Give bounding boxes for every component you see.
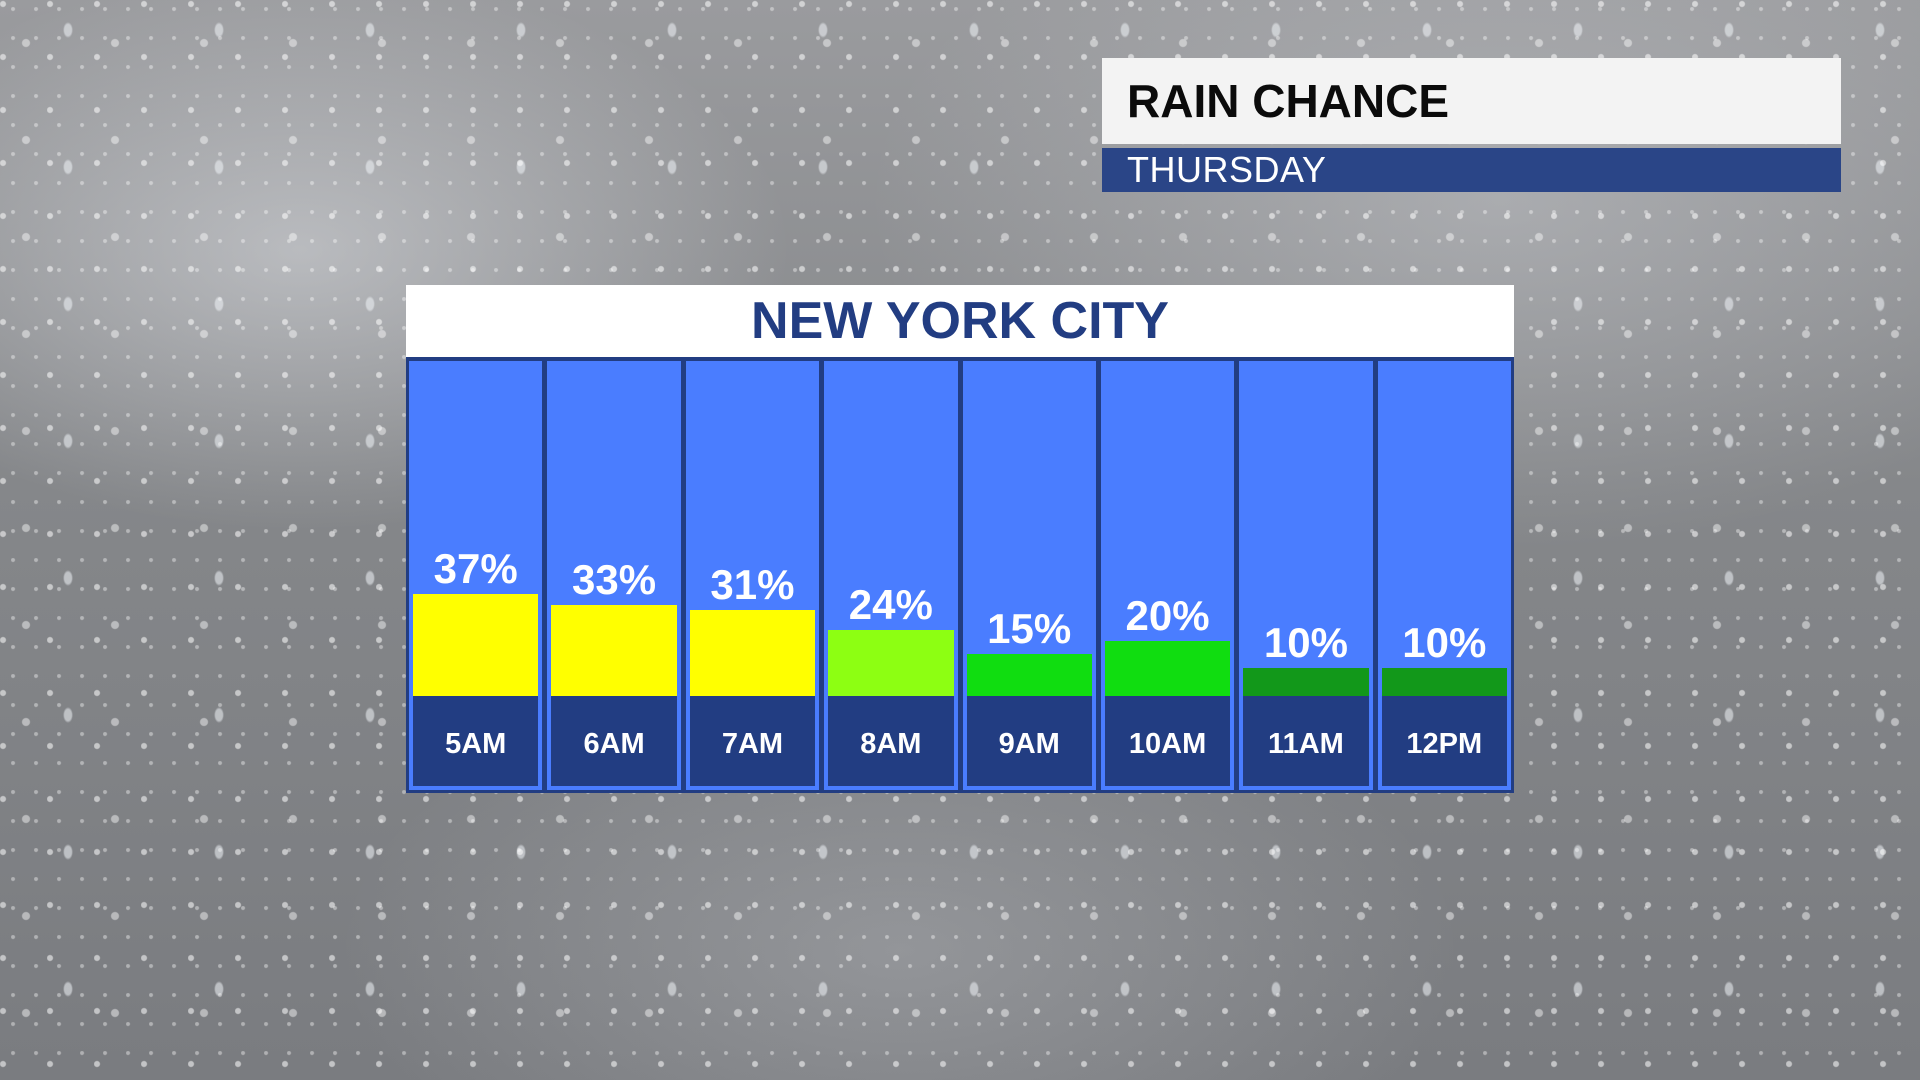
bar-value-label: 37% (433, 545, 518, 592)
time-label: 8AM (828, 696, 954, 786)
bar-column-inner: 15% 9AM (966, 363, 1092, 786)
bar (1104, 641, 1231, 696)
bar-column: 37% 5AM (409, 361, 543, 790)
bar (689, 610, 816, 696)
bar-value-label: 15% (987, 605, 1072, 652)
bar (1381, 668, 1507, 696)
bar-column: 31% 7AM (685, 361, 820, 790)
panel-title: NEW YORK CITY (406, 285, 1514, 357)
bar (1243, 668, 1369, 696)
bar (551, 605, 677, 696)
bar-column: 15% 9AM (962, 361, 1096, 790)
chart-panel: NEW YORK CITY 37% 5AM 33% 6AM 31% 7AM 24% 8AM 15… (406, 285, 1514, 793)
time-label: 5AM (413, 696, 539, 786)
header-box: RAIN CHANCE THURSDAY (1102, 58, 1841, 192)
bar-value-label: 10% (1402, 619, 1487, 666)
time-label: 12PM (1381, 696, 1507, 786)
bar-column-inner: 24% 8AM (828, 363, 954, 786)
header-title: RAIN CHANCE (1102, 58, 1841, 144)
bar-value-label: 31% (710, 561, 795, 608)
bar-value-label: 20% (1125, 592, 1210, 639)
bar (413, 594, 539, 696)
time-label: 11AM (1243, 696, 1369, 786)
bar-value-label: 33% (572, 556, 657, 603)
bar-column: 33% 6AM (547, 361, 681, 790)
time-label: 7AM (689, 696, 816, 786)
time-label: 9AM (966, 696, 1092, 786)
bar-value-label: 24% (848, 581, 933, 628)
bar-column-inner: 31% 7AM (689, 363, 816, 786)
time-label: 6AM (551, 696, 677, 786)
header-subtitle: THURSDAY (1102, 148, 1841, 192)
bar-column: 20% 10AM (1100, 361, 1235, 790)
bar (966, 654, 1092, 696)
bar-column-inner: 33% 6AM (551, 363, 677, 786)
bar-column-inner: 10% 12PM (1381, 363, 1507, 786)
bar-column-inner: 10% 11AM (1243, 363, 1369, 786)
bar-column: 10% 12PM (1377, 361, 1511, 790)
bar-chart: 37% 5AM 33% 6AM 31% 7AM 24% 8AM 15% 9AM 20% 10AM 10%… (406, 357, 1514, 793)
bar-column-inner: 20% 10AM (1104, 363, 1231, 786)
bar-column-inner: 37% 5AM (413, 363, 539, 786)
bar-column: 10% 11AM (1239, 361, 1373, 790)
bar-column: 24% 8AM (824, 361, 958, 790)
bar-value-label: 10% (1263, 619, 1348, 666)
bar (828, 630, 954, 696)
time-label: 10AM (1104, 696, 1231, 786)
